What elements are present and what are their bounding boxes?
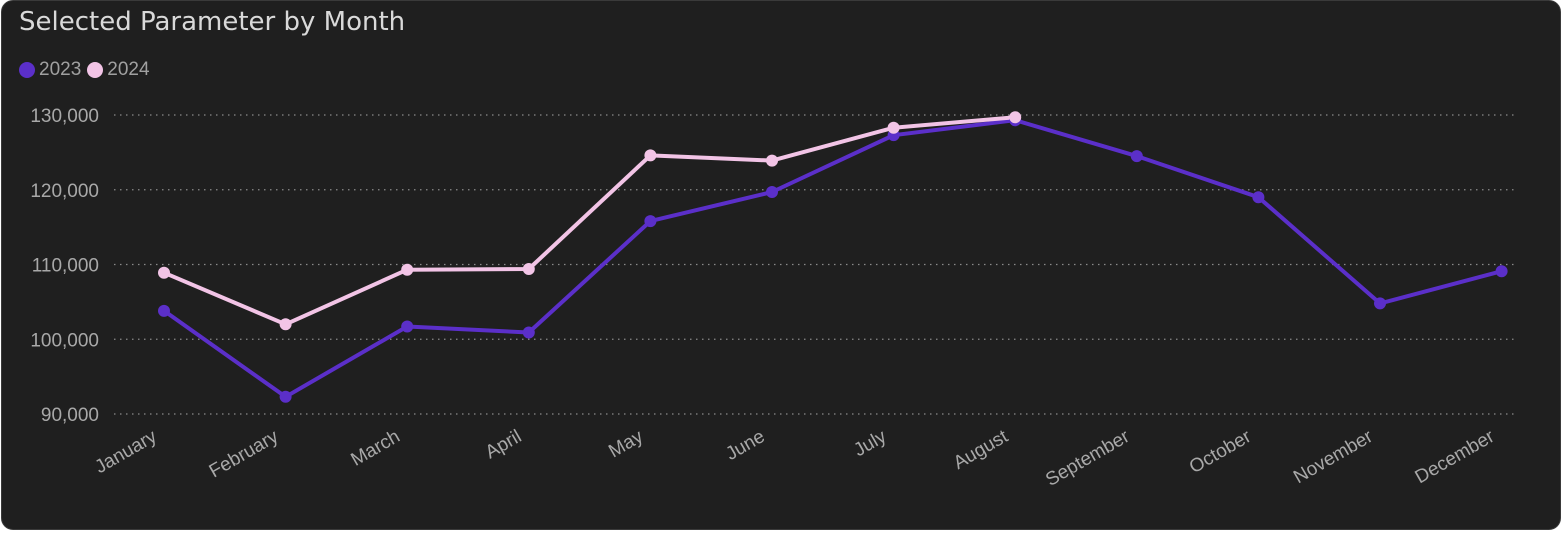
data-point-2024	[401, 263, 414, 276]
data-point-2023	[1252, 191, 1265, 204]
data-point-2024	[279, 318, 292, 331]
data-point-2023	[158, 304, 170, 317]
x-tick-label: October	[1186, 426, 1256, 478]
data-point-2024	[887, 121, 900, 134]
series-line-2023	[162, 118, 1504, 399]
y-tick-label: 90,000	[41, 405, 99, 426]
data-point-2023	[1495, 265, 1508, 278]
legend-marker-2023	[19, 62, 35, 78]
data-point-2024	[644, 149, 657, 162]
data-point-2023	[766, 185, 778, 198]
x-tick-label: June	[722, 426, 768, 465]
x-tick-label: March	[347, 426, 403, 471]
x-tick-label: May	[605, 426, 647, 462]
data-point-2024	[766, 154, 778, 167]
data-point-2024	[1009, 111, 1022, 124]
data-point-2023	[644, 215, 657, 228]
data-point-2023	[401, 320, 414, 333]
chart-legend: 2023 2024	[19, 59, 156, 81]
data-point-2024	[158, 266, 170, 279]
legend-marker-2024	[87, 62, 104, 78]
data-point-2023	[1374, 297, 1386, 310]
y-tick-label: 120,000	[30, 181, 99, 202]
chart-title: Selected Parameter by Month	[19, 7, 406, 37]
series-line-2024	[162, 115, 1018, 327]
legend-label-2024: 2024	[107, 59, 150, 80]
data-point-2023	[279, 390, 292, 403]
y-tick-label: 130,000	[30, 106, 99, 127]
x-tick-label: February	[206, 426, 283, 482]
x-tick-label: July	[850, 426, 890, 461]
y-tick-label: 110,000	[32, 256, 99, 277]
x-tick-label: September	[1042, 426, 1134, 491]
data-point-2024	[522, 262, 535, 275]
legend-item-2023[interactable]: 2023	[19, 59, 81, 81]
data-point-2023	[522, 326, 535, 339]
x-tick-label: December	[1412, 426, 1499, 488]
y-tick-label: 100,000	[30, 330, 99, 351]
data-point-2023	[1130, 150, 1143, 163]
legend-label-2023: 2023	[39, 59, 82, 80]
x-tick-label: August	[950, 426, 1012, 474]
x-tick-label: April	[482, 426, 525, 463]
x-tick-label: January	[91, 426, 160, 478]
legend-item-2024[interactable]: 2024	[87, 59, 150, 81]
x-tick-label: November	[1290, 426, 1377, 488]
